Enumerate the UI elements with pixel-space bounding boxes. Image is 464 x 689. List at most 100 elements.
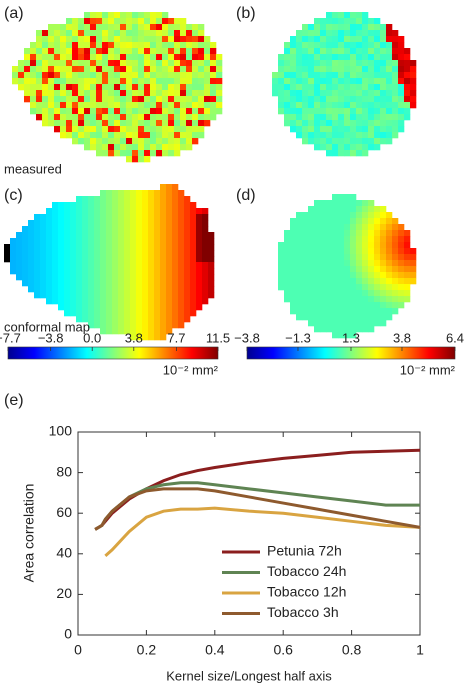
heatmap-cell bbox=[142, 334, 149, 341]
heatmap-cell bbox=[118, 262, 125, 269]
heatmap-cell bbox=[10, 244, 17, 251]
heatmap-cell bbox=[100, 316, 107, 323]
heatmap-cell bbox=[314, 320, 321, 327]
heatmap-cell bbox=[204, 36, 211, 43]
heatmap-cell bbox=[210, 78, 217, 85]
heatmap-cell bbox=[124, 226, 131, 233]
heatmap-cell bbox=[350, 102, 357, 109]
heatmap-cell bbox=[66, 72, 73, 79]
heatmap-cell bbox=[120, 90, 127, 97]
heatmap-cell bbox=[284, 272, 291, 279]
heatmap-cell bbox=[172, 274, 179, 281]
heatmap-cell bbox=[94, 304, 101, 311]
heatmap-cell bbox=[198, 42, 205, 49]
heatmap-cell bbox=[344, 18, 351, 25]
heatmap-cell bbox=[94, 322, 101, 329]
heatmap-cell bbox=[118, 322, 125, 329]
heatmap-cell bbox=[112, 202, 119, 209]
heatmap-cell bbox=[60, 54, 67, 61]
heatmap-cell bbox=[326, 150, 333, 157]
heatmap-cell bbox=[100, 214, 107, 221]
heatmap-cell bbox=[114, 138, 121, 145]
heatmap-cell bbox=[138, 108, 145, 115]
heatmap-cell bbox=[138, 90, 145, 97]
heatmap-cell bbox=[162, 66, 169, 73]
heatmap-cell bbox=[302, 60, 309, 67]
heatmap-cell bbox=[48, 24, 55, 31]
heatmap-cell bbox=[338, 114, 345, 121]
heatmap-cell bbox=[302, 230, 309, 237]
heatmap-cell bbox=[404, 284, 411, 291]
row-label: conformal map bbox=[4, 319, 90, 334]
heatmap-cell bbox=[356, 296, 363, 303]
heatmap-cell bbox=[30, 72, 37, 79]
heatmap-cell bbox=[320, 242, 327, 249]
heatmap-cell bbox=[174, 78, 181, 85]
heatmap-cell bbox=[132, 66, 139, 73]
heatmap-cell bbox=[160, 310, 167, 317]
heatmap-cell bbox=[100, 202, 107, 209]
heatmap-cell bbox=[302, 84, 309, 91]
heatmap-cell bbox=[58, 286, 65, 293]
heatmap-cell bbox=[154, 250, 161, 257]
heatmap-cell bbox=[350, 302, 357, 309]
heatmap-cell bbox=[34, 250, 41, 257]
heatmap-cell bbox=[88, 316, 95, 323]
heatmap-cell bbox=[216, 54, 223, 61]
heatmap-cell bbox=[350, 326, 357, 333]
heatmap-cell bbox=[350, 36, 357, 43]
heatmap-cell bbox=[320, 42, 327, 49]
heatmap-cell bbox=[392, 102, 399, 109]
heatmap-cell bbox=[192, 96, 199, 103]
heatmap-cell bbox=[380, 42, 387, 49]
heatmap-cell bbox=[84, 126, 91, 133]
y-tick-label: 100 bbox=[49, 423, 73, 439]
heatmap-cell bbox=[42, 96, 49, 103]
heatmap-cell bbox=[184, 316, 191, 323]
heatmap-cell bbox=[290, 120, 297, 127]
heatmap-cell bbox=[362, 248, 369, 255]
heatmap-cell bbox=[296, 54, 303, 61]
heatmap-cell bbox=[130, 250, 137, 257]
heatmap-cell bbox=[28, 232, 35, 239]
heatmap-cell bbox=[296, 78, 303, 85]
heatmap-cell bbox=[344, 272, 351, 279]
heatmap-cell bbox=[130, 196, 137, 203]
heatmap-cell bbox=[30, 48, 37, 55]
heatmap-cell bbox=[362, 236, 369, 243]
heatmap-cell bbox=[138, 12, 145, 19]
heatmap-cell bbox=[392, 66, 399, 73]
heatmap-cell bbox=[374, 224, 381, 231]
heatmap-cell bbox=[142, 208, 149, 215]
y-tick-label: 20 bbox=[56, 585, 72, 601]
heatmap-cell bbox=[368, 302, 375, 309]
heatmap-cell bbox=[84, 48, 91, 55]
heatmap-cell bbox=[344, 42, 351, 49]
heatmap-cell bbox=[302, 120, 309, 127]
heatmap-cell bbox=[168, 144, 175, 151]
heatmap-cell bbox=[356, 108, 363, 115]
heatmap-cell bbox=[308, 224, 315, 231]
heatmap-cell bbox=[332, 60, 339, 67]
heatmap-cell bbox=[76, 250, 83, 257]
heatmap-cell bbox=[114, 132, 121, 139]
heatmap-cell bbox=[162, 48, 169, 55]
heatmap-cell bbox=[84, 90, 91, 97]
heatmap-cell bbox=[166, 316, 173, 323]
heatmap-cell bbox=[308, 72, 315, 79]
heatmap-cell bbox=[162, 120, 169, 127]
heatmap-cell bbox=[28, 286, 35, 293]
heatmap-cell bbox=[148, 262, 155, 269]
heatmap-cell bbox=[184, 208, 191, 215]
colorbar-unit: 10⁻² mm² bbox=[400, 362, 456, 377]
heatmap-cell bbox=[64, 220, 71, 227]
heatmap-cell bbox=[392, 236, 399, 243]
heatmap-cell bbox=[142, 238, 149, 245]
heatmap-cell bbox=[196, 244, 203, 251]
heatmap-cell bbox=[118, 316, 125, 323]
heatmap-cell bbox=[28, 268, 35, 275]
heatmap-cell bbox=[326, 248, 333, 255]
heatmap-cell bbox=[380, 84, 387, 91]
heatmap-cell bbox=[112, 328, 119, 335]
heatmap-cell bbox=[64, 226, 71, 233]
